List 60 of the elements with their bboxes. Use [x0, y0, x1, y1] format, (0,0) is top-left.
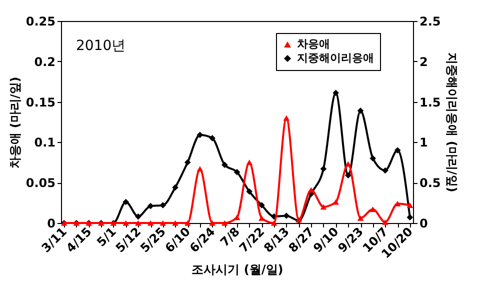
point [394, 147, 401, 154]
point [122, 220, 130, 226]
y-tick-label: 0.25 [26, 14, 56, 28]
point [332, 90, 339, 96]
point [320, 204, 327, 210]
point [184, 220, 191, 226]
point [160, 202, 166, 208]
x-axis-title: 조사시기 (월/일) [192, 262, 284, 276]
point [172, 220, 178, 226]
legend-label: 차응애 [297, 38, 330, 50]
y2-axis-title: 지중해이리응애 (마리/잎) [444, 52, 459, 192]
point [135, 220, 142, 226]
point [184, 159, 191, 166]
point [406, 202, 414, 208]
point [283, 212, 290, 219]
y-tick-label: 0.2 [34, 54, 56, 69]
legend-label: 지중해이리응애 [296, 52, 374, 64]
point [270, 220, 278, 226]
y2-tick-label: 0 [420, 216, 428, 230]
point [258, 202, 265, 208]
y-tick-label: 0.15 [26, 95, 56, 110]
y-axis-title: 차응애 (마리/잎) [8, 76, 22, 168]
point [209, 220, 216, 226]
point [246, 160, 253, 166]
point [344, 172, 352, 178]
point [332, 199, 339, 205]
point [246, 188, 253, 195]
y2-tick-label: 1.5 [420, 95, 441, 110]
point [135, 213, 142, 220]
y2-tick-label: 2.5 [420, 14, 441, 28]
point [234, 214, 240, 220]
point [147, 220, 154, 226]
point [357, 215, 364, 221]
point [234, 168, 240, 176]
point [357, 108, 364, 114]
point [406, 214, 414, 221]
y-tick-label: 0 [47, 216, 56, 230]
y-tick-label: 0.1 [34, 136, 56, 150]
point [320, 166, 327, 172]
point [196, 166, 204, 172]
point [382, 219, 388, 225]
point [370, 206, 376, 212]
point [382, 167, 388, 174]
point [221, 220, 228, 226]
point [283, 115, 290, 121]
point [221, 162, 228, 168]
y-tick-label: 0.05 [26, 176, 56, 190]
point [209, 135, 216, 142]
point [172, 184, 178, 191]
point [147, 202, 154, 210]
point [196, 132, 204, 138]
y2-tick-label: 1 [420, 136, 428, 150]
point [344, 161, 352, 167]
y2-tick-label: 0.5 [420, 176, 441, 190]
point [308, 187, 314, 193]
y2-tick-label: 2 [420, 54, 428, 69]
annotation: 2010년 [76, 38, 126, 54]
point [160, 220, 166, 226]
point [122, 198, 130, 206]
point [370, 155, 376, 162]
